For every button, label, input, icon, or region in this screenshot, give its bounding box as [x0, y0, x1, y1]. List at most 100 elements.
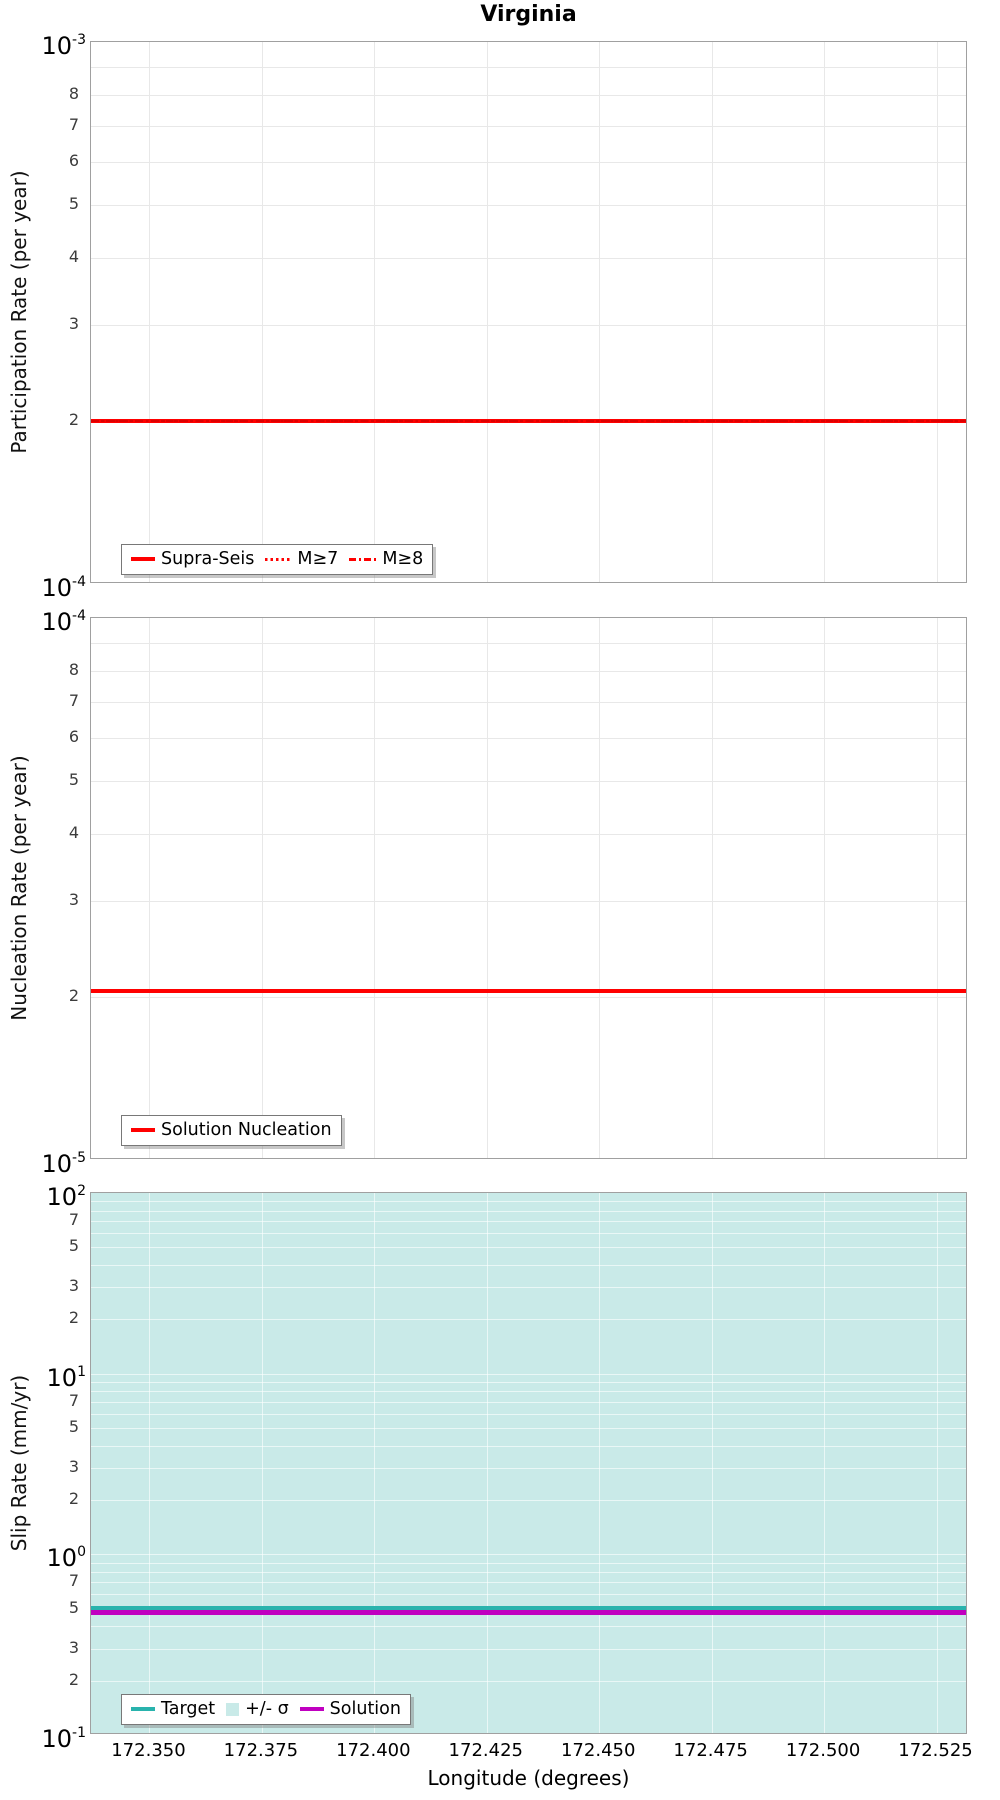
y-minor-tick-label: 7 [68, 690, 79, 710]
gridline-minor [91, 1562, 966, 1564]
gridline-minor [91, 701, 966, 703]
x-tick-label: 172.375 [223, 1740, 299, 1761]
gridline-vertical [261, 1193, 263, 1733]
legend-label: M≥7 [297, 549, 339, 569]
gridline-minor [91, 1287, 966, 1289]
gridline-minor [91, 1220, 966, 1222]
y-major-tick-label: 100 [0, 1537, 86, 1573]
gridline-minor [91, 1210, 966, 1212]
y-major-exponent: -5 [72, 1150, 86, 1166]
series-line-target [91, 1606, 966, 1612]
gridline-minor [91, 738, 966, 740]
gridline-minor [91, 125, 966, 127]
chart-title: Virginia [480, 2, 577, 27]
gridline-vertical [599, 42, 601, 582]
gridline-minor [91, 162, 966, 164]
gridline-vertical [711, 42, 713, 582]
y-axis-label-nucleation: Nucleation Rate (per year) [7, 755, 31, 1021]
y-major-base: 10 [41, 574, 73, 602]
y-major-base: 10 [46, 1363, 78, 1392]
gridline-minor [91, 1680, 966, 1682]
gridline-minor [91, 1428, 966, 1430]
y-minor-tick-label: 2 [68, 1669, 79, 1689]
legend-item: +/- σ [226, 1699, 289, 1719]
legend-label: Solution Nucleation [161, 1120, 332, 1140]
y-minor-tick-label: 3 [68, 1276, 79, 1296]
y-major-tick-label: 10-5 [0, 1143, 86, 1179]
gridline-vertical [599, 618, 601, 1158]
gridline-minor [91, 1233, 966, 1235]
plot-panel-slip-rate: Target +/- σ Solution [90, 1192, 967, 1734]
legend-swatch-target [131, 1707, 155, 1711]
y-major-exponent: 1 [77, 1363, 86, 1380]
gridline-vertical [824, 618, 826, 1158]
y-minor-tick-label: 3 [68, 1637, 79, 1657]
legend-label: Solution [329, 1699, 401, 1719]
y-minor-tick-label: 5 [68, 1417, 79, 1437]
plot-panel-participation: Supra-Seis M≥7 M≥8 [90, 41, 967, 583]
y-minor-tick-label: 6 [68, 151, 79, 171]
gridline-vertical [374, 618, 376, 1158]
legend-item: Target [131, 1699, 215, 1719]
legend-item: Solution [299, 1699, 401, 1719]
gridline-minor [91, 257, 966, 259]
y-major-exponent: -3 [72, 32, 86, 48]
legend-item: Solution Nucleation [131, 1120, 332, 1140]
y-major-base: 10 [41, 32, 73, 60]
gridline-minor [91, 1319, 966, 1321]
gridline-minor [91, 1582, 966, 1584]
x-tick-label: 172.450 [560, 1740, 636, 1761]
gridline-vertical [486, 1193, 488, 1733]
gridline-minor [91, 1247, 966, 1249]
y-minor-tick-label: 7 [68, 1571, 79, 1591]
legend-swatch-solution [299, 1707, 324, 1711]
y-major-base: 10 [41, 1725, 73, 1753]
gridline-minor [91, 1626, 966, 1628]
legend-item: M≥8 [349, 549, 423, 569]
x-tick-label: 172.500 [785, 1740, 861, 1761]
gridline-minor [91, 1571, 966, 1573]
gridline-decade [91, 1554, 966, 1556]
legend-swatch-m-7 [265, 557, 292, 561]
legend-label: M≥8 [382, 549, 424, 569]
y-minor-tick-label: 8 [68, 83, 79, 103]
x-axis-label: Longitude (degrees) [427, 1766, 630, 1790]
gridline-decade [91, 1373, 966, 1375]
series-line-m-8 [91, 419, 966, 422]
gridline-minor [91, 1201, 966, 1203]
gridline-vertical [149, 42, 151, 582]
y-minor-tick-label: 2 [68, 1488, 79, 1508]
y-minor-tick-label: 2 [68, 1308, 79, 1328]
y-minor-tick-label: 2 [68, 409, 79, 429]
gridline-minor [91, 1499, 966, 1501]
y-major-base: 10 [41, 1150, 73, 1178]
gridline-vertical [824, 42, 826, 582]
x-tick-label: 172.525 [898, 1740, 973, 1761]
gridline-minor [91, 1264, 966, 1266]
gridline-minor [91, 833, 966, 835]
gridline-minor [91, 1468, 966, 1470]
gridline-vertical [824, 1193, 826, 1733]
gridline-vertical [936, 1193, 938, 1733]
legend-nucleation: Solution Nucleation [121, 1115, 342, 1146]
gridline-vertical [261, 618, 263, 1158]
gridline-vertical [149, 1193, 151, 1733]
y-major-tick-label: 101 [0, 1357, 86, 1393]
gridline-vertical [374, 42, 376, 582]
gridline-minor [91, 996, 966, 998]
sigma-band [91, 1193, 966, 1733]
y-major-base: 10 [46, 1544, 78, 1573]
gridline-minor [91, 781, 966, 783]
gridline-vertical [374, 1193, 376, 1733]
y-minor-tick-label: 7 [68, 114, 79, 134]
legend-item: Supra-Seis [131, 549, 254, 569]
x-tick-label: 172.425 [448, 1740, 523, 1761]
y-minor-tick-label: 3 [68, 314, 79, 334]
y-minor-tick-label: 4 [68, 246, 79, 266]
legend-swatch-solution-nucleation [131, 1128, 155, 1132]
plot-area-nucleation [91, 618, 966, 1158]
y-major-exponent: -4 [72, 608, 86, 624]
y-major-exponent: -1 [72, 1725, 86, 1741]
gridline-minor [91, 1391, 966, 1393]
y-minor-tick-label: 5 [68, 1597, 79, 1617]
